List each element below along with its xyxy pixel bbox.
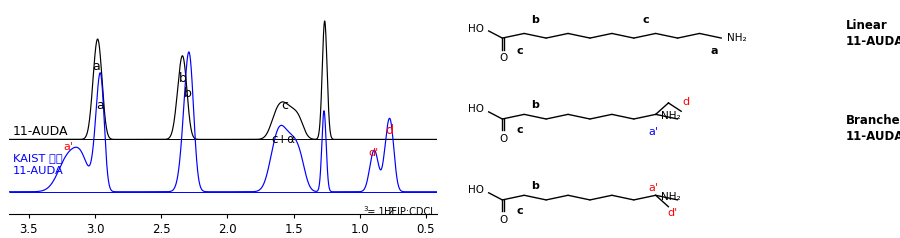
Text: c: c [517, 125, 523, 135]
Text: c: c [517, 46, 523, 56]
Text: b: b [531, 100, 539, 110]
Text: Branched
11-AUDA: Branched 11-AUDA [845, 114, 900, 143]
Text: d': d' [368, 148, 379, 158]
Text: a: a [96, 99, 104, 112]
Text: O: O [500, 53, 508, 63]
Text: HO: HO [468, 185, 484, 195]
Text: c+α: c+α [271, 133, 295, 146]
Text: a': a' [648, 127, 659, 137]
Text: a': a' [64, 142, 74, 152]
Text: d: d [385, 124, 393, 137]
Text: HO: HO [468, 104, 484, 114]
Text: O: O [500, 134, 508, 144]
Text: c: c [517, 206, 523, 216]
Text: O: O [500, 215, 508, 225]
Text: NH₂: NH₂ [662, 192, 680, 202]
Text: b: b [184, 86, 192, 99]
Text: HO: HO [468, 24, 484, 34]
Text: a: a [93, 60, 100, 73]
Text: 11-AUDA: 11-AUDA [13, 125, 68, 139]
Text: KAIST 제공
11-AUDA: KAIST 제공 11-AUDA [13, 153, 64, 176]
Text: = 1:2: = 1:2 [361, 207, 394, 217]
Text: a': a' [648, 183, 659, 193]
Text: NH₂: NH₂ [727, 33, 746, 43]
Text: a: a [711, 46, 718, 56]
Text: c: c [281, 99, 288, 112]
Text: b: b [531, 15, 539, 25]
Text: 3: 3 [364, 207, 368, 213]
Text: d': d' [668, 208, 678, 218]
Text: d: d [682, 97, 689, 107]
Text: Linear
11-AUDA: Linear 11-AUDA [845, 19, 900, 48]
Text: b: b [178, 72, 186, 84]
Text: c: c [643, 15, 649, 25]
Text: HFIP:CDCl: HFIP:CDCl [383, 207, 433, 217]
Text: NH₂: NH₂ [662, 111, 680, 121]
Text: b: b [531, 181, 539, 191]
